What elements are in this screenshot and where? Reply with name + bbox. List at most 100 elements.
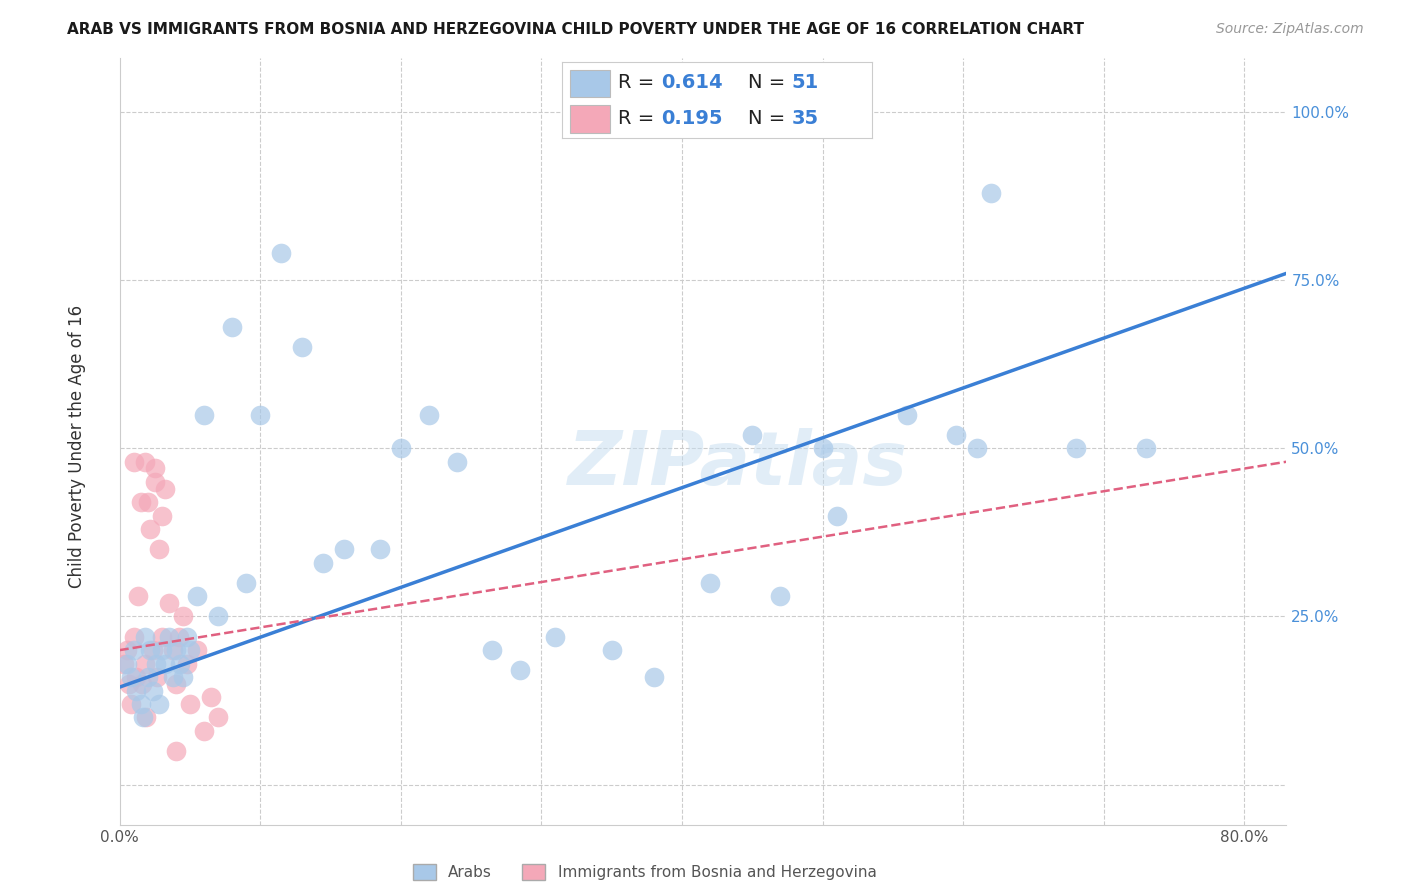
Point	[235, 575, 257, 590]
Text: ZIPatlas: ZIPatlas	[568, 428, 908, 501]
Point	[125, 670, 148, 684]
Point	[127, 590, 149, 604]
Point	[172, 670, 194, 684]
Point	[143, 475, 166, 489]
Point	[112, 657, 135, 671]
Point	[544, 630, 567, 644]
Point	[134, 657, 156, 671]
Text: R =: R =	[619, 73, 661, 92]
Point	[145, 657, 167, 671]
Point	[134, 630, 156, 644]
FancyBboxPatch shape	[571, 70, 610, 97]
Point	[125, 683, 148, 698]
Point	[157, 630, 180, 644]
Point	[148, 697, 170, 711]
Point	[132, 710, 155, 724]
Text: 0.614: 0.614	[661, 73, 723, 92]
Point	[945, 427, 967, 442]
Point	[143, 461, 166, 475]
Point	[142, 643, 165, 657]
Point	[129, 495, 152, 509]
Point	[418, 408, 440, 422]
Point	[172, 609, 194, 624]
Point	[150, 630, 173, 644]
Point	[446, 455, 468, 469]
Point	[179, 697, 201, 711]
Point	[142, 683, 165, 698]
Point	[186, 590, 208, 604]
Point	[270, 246, 292, 260]
Point	[139, 643, 162, 657]
Point	[1064, 442, 1087, 456]
Point	[131, 677, 153, 691]
Point	[368, 542, 391, 557]
Point	[207, 609, 229, 624]
Point	[896, 408, 918, 422]
Point	[825, 508, 848, 523]
Point	[481, 643, 503, 657]
Point	[118, 677, 141, 691]
Point	[162, 670, 184, 684]
Point	[165, 744, 187, 758]
Point	[600, 643, 623, 657]
Point	[193, 723, 215, 738]
Text: ARAB VS IMMIGRANTS FROM BOSNIA AND HERZEGOVINA CHILD POVERTY UNDER THE AGE OF 16: ARAB VS IMMIGRANTS FROM BOSNIA AND HERZE…	[67, 22, 1084, 37]
Point	[153, 657, 176, 671]
Text: 0.195: 0.195	[661, 109, 723, 128]
Point	[122, 455, 145, 469]
Point	[136, 495, 159, 509]
Point	[134, 455, 156, 469]
Point	[741, 427, 763, 442]
Point	[207, 710, 229, 724]
Point	[122, 643, 145, 657]
Point	[509, 663, 531, 677]
Point	[122, 630, 145, 644]
Text: N =: N =	[748, 109, 792, 128]
Point	[136, 670, 159, 684]
Point	[221, 320, 243, 334]
Point	[139, 522, 162, 536]
Point	[643, 670, 665, 684]
Point	[186, 643, 208, 657]
Point	[115, 643, 138, 657]
Point	[333, 542, 356, 557]
Point	[157, 596, 180, 610]
Point	[769, 590, 792, 604]
Point	[150, 643, 173, 657]
Point	[165, 677, 187, 691]
Point	[146, 670, 169, 684]
Point	[966, 442, 988, 456]
Point	[115, 657, 138, 671]
Text: Child Poverty Under the Age of 16: Child Poverty Under the Age of 16	[69, 304, 86, 588]
Point	[148, 542, 170, 557]
Point	[162, 643, 184, 657]
Point	[291, 340, 314, 354]
Point	[200, 690, 222, 705]
FancyBboxPatch shape	[571, 105, 610, 133]
Point	[169, 657, 191, 671]
Point	[389, 442, 412, 456]
Point	[249, 408, 271, 422]
Point	[150, 508, 173, 523]
Point	[135, 710, 157, 724]
Point	[153, 482, 176, 496]
Point	[811, 442, 834, 456]
Text: 35: 35	[792, 109, 818, 128]
Point	[129, 697, 152, 711]
Point	[176, 657, 198, 671]
Point	[167, 630, 190, 644]
Point	[179, 643, 201, 657]
Legend: Arabs, Immigrants from Bosnia and Herzegovina: Arabs, Immigrants from Bosnia and Herzeg…	[406, 858, 883, 887]
Point	[193, 408, 215, 422]
Point	[120, 697, 142, 711]
Point	[176, 630, 198, 644]
Point	[165, 643, 187, 657]
Point	[1135, 442, 1157, 456]
Text: 51: 51	[792, 73, 818, 92]
Point	[120, 670, 142, 684]
Point	[699, 575, 721, 590]
Text: N =: N =	[748, 73, 792, 92]
Point	[312, 556, 335, 570]
Text: Source: ZipAtlas.com: Source: ZipAtlas.com	[1216, 22, 1364, 37]
Text: R =: R =	[619, 109, 661, 128]
